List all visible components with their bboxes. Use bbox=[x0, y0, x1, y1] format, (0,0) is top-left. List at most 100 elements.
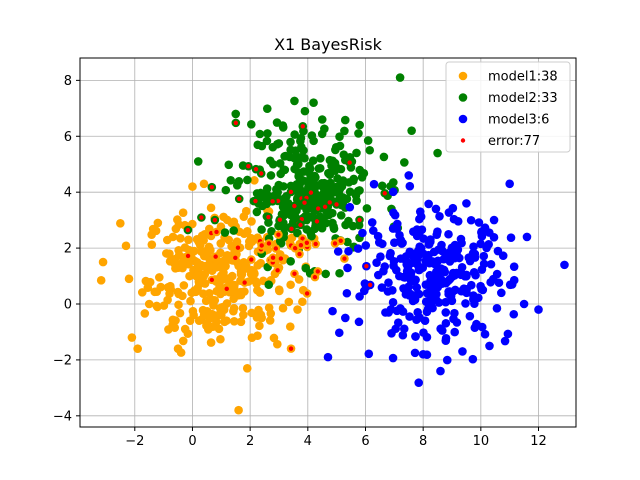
scatter-point bbox=[284, 297, 294, 307]
scatter-point bbox=[452, 318, 462, 327]
error-point bbox=[278, 256, 284, 261]
scatter-point bbox=[332, 182, 341, 192]
scatter-point bbox=[406, 276, 416, 285]
scatter-point bbox=[364, 349, 374, 359]
error-point bbox=[233, 255, 238, 261]
scatter-point bbox=[412, 283, 422, 292]
scatter-point bbox=[325, 170, 335, 180]
scatter-point bbox=[338, 176, 348, 185]
scatter-point bbox=[441, 336, 451, 345]
error-point bbox=[315, 206, 321, 211]
legend-label: model3:6 bbox=[488, 113, 549, 128]
data-points bbox=[96, 73, 569, 415]
scatter-point bbox=[404, 171, 414, 180]
error-point bbox=[235, 245, 241, 250]
scatter-point bbox=[468, 354, 478, 364]
scatter-point bbox=[431, 204, 441, 214]
scatter-point bbox=[386, 305, 396, 314]
scatter-point bbox=[281, 151, 290, 161]
scatter-point bbox=[433, 148, 442, 158]
scatter-point bbox=[234, 405, 243, 415]
scatter-point bbox=[226, 176, 236, 185]
error-point bbox=[212, 217, 218, 223]
scatter-point bbox=[411, 332, 420, 341]
scatter-point bbox=[415, 214, 424, 224]
error-point bbox=[300, 236, 305, 241]
scatter-point bbox=[188, 182, 197, 191]
error-point bbox=[304, 291, 310, 296]
scatter-point bbox=[340, 115, 350, 125]
scatter-point bbox=[433, 282, 443, 292]
scatter-point bbox=[343, 237, 352, 247]
scatter-point bbox=[162, 249, 171, 258]
scatter-point bbox=[380, 262, 390, 271]
scatter-point bbox=[116, 219, 125, 228]
scatter-point bbox=[257, 141, 267, 151]
scatter-point bbox=[317, 115, 327, 124]
scatter-point bbox=[286, 280, 295, 290]
scatter-point bbox=[398, 330, 408, 340]
scatter-point bbox=[155, 273, 164, 282]
scatter-point bbox=[320, 178, 329, 188]
scatter-point bbox=[206, 338, 216, 347]
error-point bbox=[253, 166, 259, 172]
error-point bbox=[288, 189, 294, 195]
error-point bbox=[275, 268, 280, 273]
scatter-point bbox=[188, 306, 198, 316]
error-point bbox=[237, 196, 242, 202]
scatter-point bbox=[150, 287, 160, 297]
scatter-point bbox=[474, 218, 484, 227]
scatter-point bbox=[198, 305, 208, 315]
error-point bbox=[367, 282, 373, 288]
scatter-point bbox=[340, 126, 349, 136]
scatter-point bbox=[432, 260, 441, 270]
y-tick-label: 2 bbox=[64, 242, 72, 257]
scatter-point bbox=[286, 181, 296, 191]
error-point bbox=[213, 254, 218, 259]
scatter-point bbox=[234, 177, 244, 186]
scatter-point bbox=[405, 259, 415, 268]
error-point bbox=[289, 226, 294, 232]
scatter-point bbox=[379, 152, 389, 162]
error-point bbox=[298, 243, 304, 248]
x-tick-label: 12 bbox=[530, 434, 547, 449]
scatter-point bbox=[171, 264, 180, 273]
error-point bbox=[334, 202, 339, 207]
error-point bbox=[382, 191, 387, 196]
scatter-point bbox=[321, 269, 330, 279]
scatter-point bbox=[485, 228, 494, 237]
scatter-point bbox=[192, 235, 202, 244]
x-tick-label: 2 bbox=[246, 434, 254, 449]
scatter-point bbox=[186, 296, 195, 306]
scatter-point bbox=[457, 263, 467, 272]
error-point bbox=[327, 200, 332, 205]
scatter-point bbox=[264, 280, 274, 289]
scatter-point bbox=[278, 303, 288, 313]
scatter-point bbox=[198, 289, 208, 298]
scatter-point bbox=[290, 130, 299, 139]
error-point bbox=[224, 286, 229, 292]
scatter-point bbox=[239, 212, 249, 221]
error-point bbox=[275, 198, 281, 204]
scatter-point bbox=[311, 173, 320, 182]
y-tick-label: 0 bbox=[64, 298, 72, 313]
scatter-point bbox=[363, 136, 373, 145]
scatter-point bbox=[199, 179, 209, 189]
scatter-point bbox=[297, 152, 306, 162]
scatter-point bbox=[173, 215, 182, 224]
scatter-point bbox=[141, 276, 151, 286]
scatter-point bbox=[256, 313, 266, 322]
scatter-point bbox=[153, 218, 163, 228]
scatter-point bbox=[194, 316, 204, 325]
scatter-point bbox=[335, 268, 344, 278]
scatter-point bbox=[238, 303, 248, 313]
scatter-point bbox=[500, 336, 510, 346]
scatter-point bbox=[219, 212, 228, 222]
error-point bbox=[314, 219, 320, 224]
scatter-point bbox=[266, 171, 276, 180]
scatter-point bbox=[255, 129, 265, 139]
scatter-point bbox=[486, 277, 495, 287]
scatter-point bbox=[421, 280, 431, 289]
x-tick-label: 8 bbox=[419, 434, 427, 449]
